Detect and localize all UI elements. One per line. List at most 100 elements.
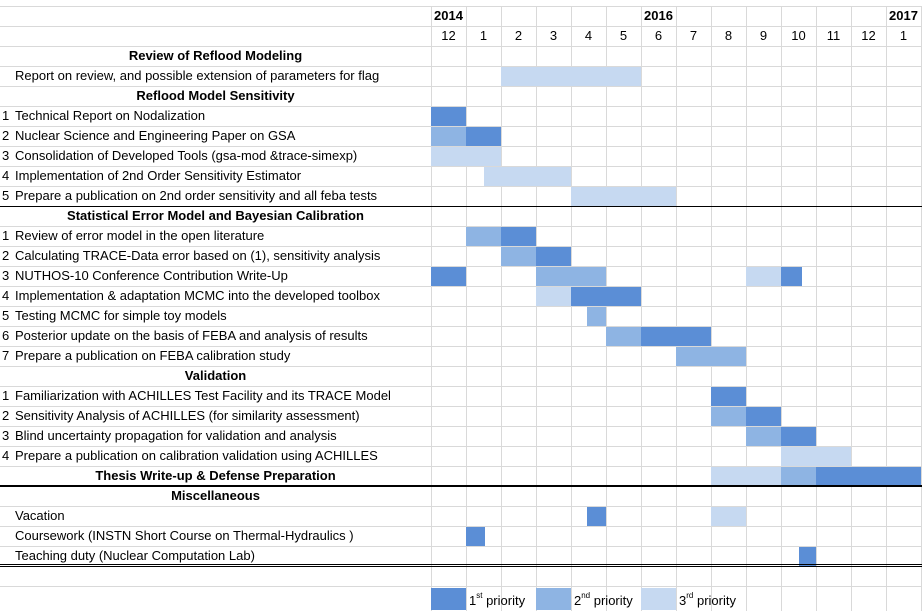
task-label: Familiarization with ACHILLES Test Facil… [15,388,391,403]
gantt-bar-p2 [746,427,781,446]
task-label: Calculating TRACE-Data error based on (1… [15,248,381,263]
month-label: 11 [826,28,841,43]
legend-label: 1st priority [469,591,525,611]
month-label: 1 [899,28,908,43]
task-number: 1 [2,108,10,123]
gantt-bar-p1 [711,387,746,406]
section-divider [0,486,922,487]
task-number: 2 [2,128,10,143]
grid-hline [0,546,922,547]
gantt-bar-p1 [501,227,536,246]
gantt-bar-p3 [781,447,851,466]
section-divider [0,485,922,486]
gantt-bar-p2 [466,227,501,246]
gantt-bar-p1 [536,247,571,266]
gantt-bar-p2 [536,267,606,286]
grid-hline [0,286,922,287]
legend-ordinal: nd [581,591,591,600]
grid-hline [0,426,922,427]
gantt-bar-p3 [501,67,641,86]
task-number: 5 [2,308,10,323]
task-number: 5 [2,188,10,203]
task-label: Review of error model in the open litera… [15,228,265,243]
grid-hline [0,406,922,407]
task-number: 3 [2,268,10,283]
gantt-bar-p3 [571,187,676,206]
legend-swatch-p2 [536,588,571,610]
month-label: 1 [479,28,488,43]
task-number: 3 [2,148,10,163]
grid-hline [0,126,922,127]
task-label: Prepare a publication on 2nd order sensi… [15,188,378,203]
grid-hline [0,306,922,307]
gantt-bar-p2 [501,247,536,266]
gantt-bar-p1 [466,127,501,146]
grid-hline [0,586,922,587]
task-label: Teaching duty (Nuclear Computation Lab) [15,548,255,563]
year-label: 2016 [644,8,673,23]
grid-vline [606,6,607,611]
grid-hline [0,66,922,67]
grid-hline [0,166,922,167]
task-number: 1 [2,388,10,403]
section-heading: Reflood Model Sensitivity [136,88,295,103]
grid-vline [466,6,467,611]
gantt-bar-p1 [781,427,816,446]
gantt-bar-p2 [676,347,746,366]
section-divider [0,206,922,207]
legend-text: priority [590,593,633,608]
section-divider [0,564,922,565]
task-label: Implementation of 2nd Order Sensitivity … [15,168,302,183]
grid-hline [0,246,922,247]
task-number: 4 [2,448,10,463]
grid-hline [0,26,922,27]
grid-hline [0,6,922,7]
task-number: 3 [2,428,10,443]
legend-text: priority [693,593,736,608]
task-number: 4 [2,288,10,303]
gantt-bar-p2 [606,327,641,346]
task-number: 4 [2,168,10,183]
task-label: Testing MCMC for simple toy models [15,308,227,323]
section-heading: Statistical Error Model and Bayesian Cal… [67,208,364,223]
gantt-bar-p2 [781,467,816,486]
gantt-bar-p1 [816,467,921,486]
gantt-bar-p1 [798,547,816,566]
legend-rank: 2 [574,593,582,608]
task-label: Sensitivity Analysis of ACHILLES (for si… [15,408,360,423]
grid-vline [851,6,852,611]
legend-swatch-p1 [431,588,466,610]
task-label: NUTHOS-10 Conference Contribution Write-… [15,268,288,283]
legend-label: 2nd priority [574,591,633,611]
gantt-bar-p2 [711,407,746,426]
grid-vline [501,6,502,611]
month-label: 5 [619,28,628,43]
gantt-bar-p3 [483,167,571,186]
grid-vline [431,6,432,611]
gantt-bar-p1 [586,507,606,526]
month-label: 10 [791,28,806,43]
task-label: Nuclear Science and Engineering Paper on… [15,128,296,143]
grid-vline [676,6,677,611]
year-label: 2014 [434,8,463,23]
legend-swatch-p3 [641,588,676,610]
gantt-bar-p3 [536,287,571,306]
task-label: Report on review, and possible extension… [15,68,380,83]
gantt-bar-p1 [571,287,641,306]
grid-hline [0,146,922,147]
task-label: Vacation [15,508,65,523]
task-number: 6 [2,328,10,343]
month-label: 12 [441,28,456,43]
grid-hline [0,266,922,267]
task-label: Prepare a publication on calibration val… [15,448,378,463]
grid-hline [0,346,922,347]
grid-hline [0,226,922,227]
grid-vline [641,6,642,611]
grid-hline [0,466,922,467]
gantt-bar-p1 [781,267,802,286]
grid-hline [0,46,922,47]
legend-rank: 3 [679,593,687,608]
gantt-bar-p3 [711,467,781,486]
grid-hline [0,386,922,387]
